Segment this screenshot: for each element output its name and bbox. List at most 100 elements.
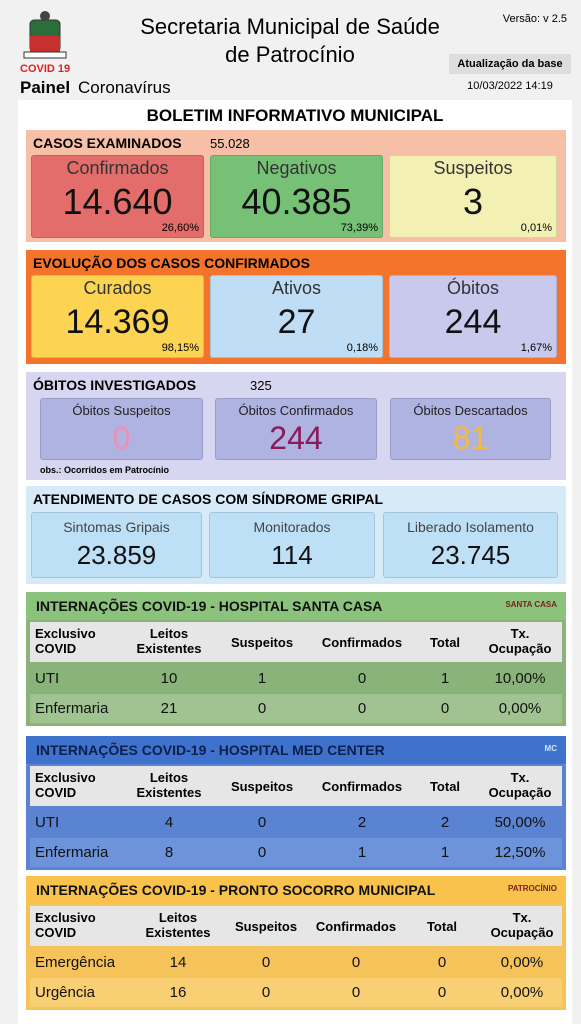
table-title: INTERNAÇÕES COVID-19 - HOSPITAL MED CENT… [36, 742, 385, 758]
table-title: INTERNAÇÕES COVID-19 - PRONTO SOCORRO MU… [36, 882, 436, 898]
table-cell: 10,00% [494, 670, 546, 687]
column-header: Existentes [136, 785, 202, 800]
table-title-bar [26, 592, 566, 620]
table-cell: 0 [440, 700, 450, 717]
card [389, 155, 557, 238]
table-cell: 0 [261, 954, 271, 971]
table-cell: Urgência [35, 984, 96, 1001]
table-logo: SANTA CASA [505, 600, 557, 609]
card-value: 0 [112, 420, 131, 456]
card-label: Curados [83, 278, 152, 298]
card [210, 155, 383, 238]
update-label: Atualização da base [449, 54, 571, 74]
table-header-row [30, 622, 562, 662]
card-value: 23.859 [76, 540, 157, 570]
table-row [30, 664, 562, 693]
card-value: 23.745 [430, 540, 511, 570]
table-cell: 4 [164, 814, 174, 831]
table-cell: 0 [357, 670, 367, 687]
card [40, 398, 203, 460]
table-cell: Enfermaria [35, 844, 109, 861]
column-header: Exclusivo [35, 910, 96, 925]
table-cell: 0 [261, 984, 271, 1001]
card-label: Liberado Isolamento [407, 519, 534, 535]
table-cell: 0 [437, 954, 447, 971]
table-cell: 0 [437, 984, 447, 1001]
card [31, 512, 202, 578]
table-cell: Enfermaria [35, 700, 109, 717]
column-header: Tx. [510, 770, 530, 785]
card-percent: 1,67% [520, 342, 552, 354]
card [31, 275, 204, 358]
city-logo [23, 11, 67, 59]
card-label: Confirmados [66, 158, 169, 178]
column-header: Total [429, 779, 461, 794]
card [31, 155, 204, 238]
column-header: Ocupação [488, 785, 552, 800]
column-header: Ocupação [490, 925, 554, 940]
table-row [30, 808, 562, 837]
column-header: COVID [35, 785, 77, 800]
section-title: EVOLUÇÃO DOS CASOS CONFIRMADOS [33, 255, 310, 271]
column-header: COVID [35, 641, 77, 656]
card-value: 244 [444, 303, 502, 341]
table-header-row [30, 766, 562, 806]
title-line: Secretaria Municipal de Saúde [140, 14, 440, 39]
card-label: Óbitos Suspeitos [72, 403, 171, 418]
painel-subtitle: Coronavírus [78, 78, 171, 97]
table-cell: 1 [440, 844, 450, 861]
table-title-bar [26, 736, 566, 764]
column-header: Existentes [136, 641, 202, 656]
card-percent: 26,60% [161, 222, 199, 234]
table-cell: 14 [169, 954, 187, 971]
column-header: Suspeitos [234, 919, 298, 934]
card-percent: 0,18% [346, 342, 378, 354]
table-title-bar [26, 876, 566, 904]
card-label: Negativos [256, 158, 337, 178]
table-cell: 1 [257, 670, 267, 687]
table-cell: 0,00% [500, 954, 544, 971]
section-title: ATENDIMENTO DE CASOS COM SÍNDROME GRIPAL [33, 491, 384, 507]
column-header: Exclusivo [35, 770, 96, 785]
column-header: Leitos [149, 770, 189, 785]
column-header: Total [429, 635, 461, 650]
column-header: Leitos [158, 910, 198, 925]
card-label: Óbitos [446, 278, 500, 298]
table-cell: 0 [257, 814, 267, 831]
table-cell: 16 [169, 984, 187, 1001]
table-logo: MC [544, 744, 557, 753]
table-cell: 1 [357, 844, 367, 861]
column-header: Confirmados [315, 919, 397, 934]
table-cell: 8 [164, 844, 174, 861]
table-cell: 50,00% [494, 814, 546, 831]
covid-label: COVID 19 [20, 63, 71, 75]
card-value: 81 [452, 420, 489, 456]
column-header: Tx. [512, 910, 532, 925]
update-time: 10/03/2022 14:19 [467, 80, 553, 92]
painel-label: Painel [20, 78, 71, 97]
column-header: Exclusivo [35, 626, 96, 641]
card-value: 244 [269, 420, 323, 456]
table-cell: Emergência [35, 954, 116, 971]
table-title: INTERNAÇÕES COVID-19 - HOSPITAL SANTA CA… [36, 598, 383, 614]
table-cell: UTI [35, 814, 60, 831]
table-cell: 0 [351, 984, 361, 1001]
column-header: Suspeitos [230, 779, 294, 794]
section-total: 55.028 [210, 136, 250, 151]
column-header: Leitos [149, 626, 189, 641]
table-cell: 0,00% [498, 700, 542, 717]
table-cell: 12,50% [494, 844, 546, 861]
card-percent: 73,39% [340, 222, 378, 234]
card [389, 275, 557, 358]
card-value: 114 [271, 540, 313, 570]
column-header: Total [426, 919, 458, 934]
table-header-row [30, 906, 562, 946]
card-label: Óbitos Confirmados [238, 403, 354, 418]
card-percent: 98,15% [161, 342, 199, 354]
card [383, 512, 558, 578]
table-cell: 0 [351, 954, 361, 971]
table-cell: 0 [257, 700, 267, 717]
version: Versão: v 2.5 [502, 13, 567, 25]
card-value: 40.385 [241, 181, 352, 222]
